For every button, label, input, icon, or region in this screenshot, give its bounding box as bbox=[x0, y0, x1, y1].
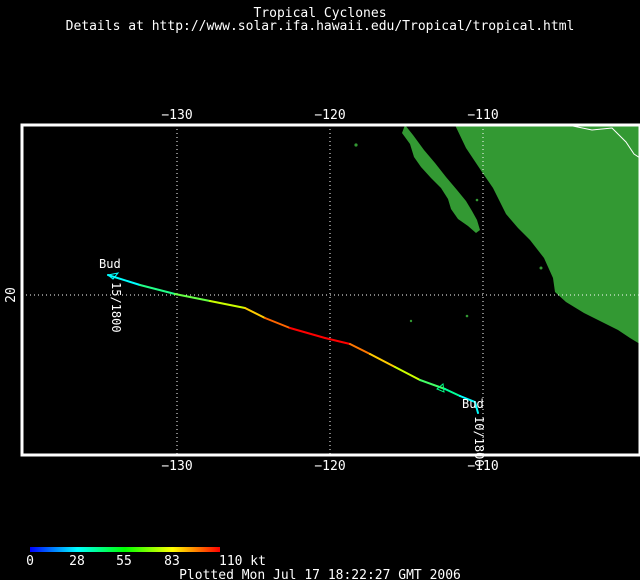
legend-tick-55: 55 bbox=[116, 554, 132, 569]
storm-name-start: Bud bbox=[99, 257, 121, 271]
legend-tick-83: 83 bbox=[164, 554, 180, 569]
storm-track-segment bbox=[107, 274, 141, 286]
storm-track-segment bbox=[369, 353, 396, 368]
top-lon-tick-130: −130 bbox=[161, 108, 192, 123]
top-lon-tick-120: −120 bbox=[314, 108, 345, 123]
storm-track-segment bbox=[139, 284, 176, 295]
storm-track-segment bbox=[394, 366, 421, 381]
storm-time-start: 15/1800 bbox=[109, 282, 123, 333]
storm-time-end: 10/1800 bbox=[472, 416, 486, 467]
storm-track-segment bbox=[349, 343, 371, 355]
legend-tick-110: 110 kt bbox=[219, 554, 266, 569]
storm-end-marker bbox=[436, 383, 445, 393]
storm-track-segment bbox=[419, 379, 446, 390]
bottom-lon-tick-130: −130 bbox=[161, 459, 192, 474]
storm-track-segment bbox=[289, 327, 326, 339]
map-area bbox=[22, 125, 640, 455]
island bbox=[465, 314, 469, 318]
legend-tick-28: 28 bbox=[69, 554, 85, 569]
island bbox=[354, 143, 358, 147]
island bbox=[539, 266, 543, 270]
legend-tick-0: 0 bbox=[26, 554, 34, 569]
storm-track-segment bbox=[209, 300, 246, 309]
wind-speed-colorbar bbox=[30, 547, 220, 552]
storm-track-segment bbox=[444, 388, 461, 397]
island bbox=[475, 198, 479, 202]
bottom-lon-tick-110: −110 bbox=[467, 459, 498, 474]
baja-peninsula bbox=[402, 125, 480, 233]
map-frame bbox=[20, 123, 640, 457]
storm-track-segment bbox=[324, 337, 351, 345]
lat-tick-20: 20 bbox=[4, 287, 19, 303]
storm-track-segment bbox=[244, 307, 266, 319]
bottom-lon-tick-120: −120 bbox=[314, 459, 345, 474]
storm-start-marker bbox=[106, 272, 120, 280]
top-lon-tick-110: −110 bbox=[467, 108, 498, 123]
map-subtitle: Details at http://www.solar.ifa.hawaii.e… bbox=[66, 19, 575, 34]
mainland-landmass bbox=[455, 125, 640, 344]
storm-track-segment bbox=[459, 395, 476, 403]
storm-track-segment bbox=[264, 317, 291, 329]
storm-track bbox=[107, 274, 479, 414]
storm-track-segment bbox=[174, 293, 211, 302]
storm-name-end: Bud bbox=[462, 397, 484, 411]
graticule bbox=[22, 125, 640, 455]
border-line bbox=[567, 125, 640, 159]
plotted-timestamp: Plotted Mon Jul 17 18:22:27 GMT 2006 bbox=[179, 568, 461, 580]
storm-track-segment bbox=[474, 401, 479, 414]
map-title: Tropical Cyclones bbox=[253, 6, 386, 21]
island bbox=[409, 319, 413, 323]
